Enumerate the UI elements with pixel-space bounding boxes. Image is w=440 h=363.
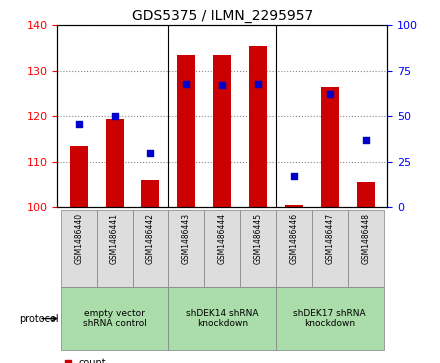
FancyBboxPatch shape	[61, 210, 97, 287]
Text: GSM1486444: GSM1486444	[218, 213, 227, 264]
FancyBboxPatch shape	[169, 287, 276, 350]
Point	[255, 81, 262, 86]
Point	[75, 121, 82, 126]
Title: GDS5375 / ILMN_2295957: GDS5375 / ILMN_2295957	[132, 9, 313, 23]
FancyBboxPatch shape	[61, 287, 169, 350]
Bar	[70, 146, 88, 207]
FancyBboxPatch shape	[276, 210, 312, 287]
Point	[219, 82, 226, 88]
Text: GSM1486445: GSM1486445	[253, 213, 263, 264]
Text: GSM1486448: GSM1486448	[361, 213, 370, 264]
Bar	[142, 180, 159, 207]
Point	[183, 81, 190, 86]
FancyBboxPatch shape	[97, 210, 132, 287]
Point	[362, 137, 369, 143]
Text: GSM1486440: GSM1486440	[74, 213, 83, 264]
Point	[111, 113, 118, 119]
Bar	[285, 205, 303, 207]
Bar	[357, 182, 374, 207]
FancyBboxPatch shape	[240, 210, 276, 287]
FancyBboxPatch shape	[348, 210, 384, 287]
Text: GSM1486447: GSM1486447	[325, 213, 334, 264]
Text: GSM1486443: GSM1486443	[182, 213, 191, 264]
Bar	[213, 55, 231, 207]
FancyBboxPatch shape	[169, 210, 204, 287]
Text: GSM1486446: GSM1486446	[290, 213, 298, 264]
Text: GSM1486441: GSM1486441	[110, 213, 119, 264]
Point	[147, 150, 154, 155]
Text: count: count	[79, 358, 106, 363]
Bar	[106, 119, 124, 207]
Point	[290, 173, 297, 179]
FancyBboxPatch shape	[204, 210, 240, 287]
Text: empty vector
shRNA control: empty vector shRNA control	[83, 309, 147, 328]
Text: protocol: protocol	[19, 314, 59, 323]
Text: GSM1486442: GSM1486442	[146, 213, 155, 264]
Point	[64, 360, 71, 363]
Text: shDEK17 shRNA
knockdown: shDEK17 shRNA knockdown	[293, 309, 366, 328]
Bar	[321, 87, 339, 207]
FancyBboxPatch shape	[132, 210, 169, 287]
Bar	[249, 46, 267, 207]
Bar	[177, 55, 195, 207]
FancyBboxPatch shape	[312, 210, 348, 287]
FancyBboxPatch shape	[276, 287, 384, 350]
Text: shDEK14 shRNA
knockdown: shDEK14 shRNA knockdown	[186, 309, 258, 328]
Point	[326, 91, 334, 97]
